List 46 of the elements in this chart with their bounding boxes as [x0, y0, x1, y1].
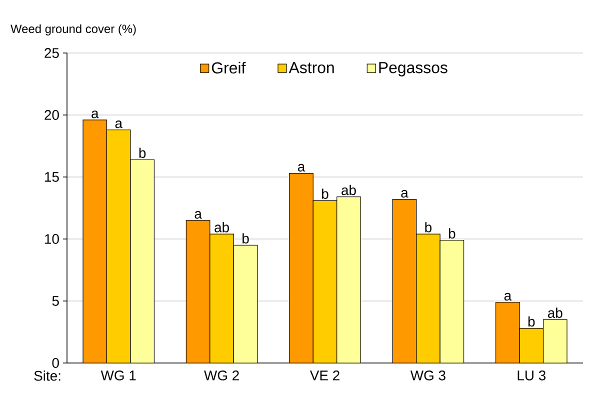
data-label: b: [322, 188, 328, 199]
data-label: a: [92, 110, 99, 118]
bar: [106, 130, 131, 363]
bar: [186, 220, 210, 363]
bar: [519, 328, 544, 363]
bar: [210, 234, 234, 363]
x-tick-label: WG 2: [204, 370, 239, 380]
x-tick-label: LU 3: [518, 370, 546, 380]
bar: [312, 200, 338, 363]
x-tick-label: WG 3: [410, 370, 446, 380]
y-tick-label: 15: [45, 172, 59, 182]
bar: [289, 172, 314, 363]
data-label: ab: [214, 222, 229, 232]
bar: [130, 159, 155, 363]
data-label: a: [401, 190, 408, 198]
bar: [495, 302, 520, 363]
data-label: a: [298, 164, 306, 172]
bar: [416, 234, 440, 363]
data-label: ab: [342, 184, 356, 196]
y-tick-label: 20: [44, 110, 59, 120]
bar: [440, 240, 464, 363]
y-tick-label: 5: [52, 296, 59, 306]
data-label: b: [242, 233, 249, 244]
x-axis-title: Site:: [34, 370, 60, 381]
y-axis-title: Weed ground cover (%): [10, 24, 136, 36]
legend-label: Greif: [212, 62, 246, 74]
data-label: a: [504, 292, 512, 301]
legend-label: Astron: [288, 62, 334, 74]
data-label: a: [194, 211, 202, 219]
data-label: ab: [548, 308, 562, 318]
data-label: b: [425, 222, 432, 232]
bar: [233, 244, 258, 363]
data-label: b: [448, 228, 456, 239]
x-tick-label: VE 2: [310, 370, 340, 380]
bar: [392, 199, 417, 363]
y-tick-label: 0: [52, 358, 59, 368]
bar: [336, 196, 361, 363]
data-label: a: [115, 120, 122, 128]
bar: [82, 120, 108, 363]
data-label: b: [139, 148, 146, 158]
y-tick-label: 25: [44, 48, 59, 58]
bar: [542, 319, 568, 363]
data-label: b: [528, 316, 535, 327]
y-tick-label: 10: [45, 234, 59, 244]
legend-label: Pegassos: [379, 62, 448, 76]
x-tick-label: WG 1: [100, 370, 136, 380]
